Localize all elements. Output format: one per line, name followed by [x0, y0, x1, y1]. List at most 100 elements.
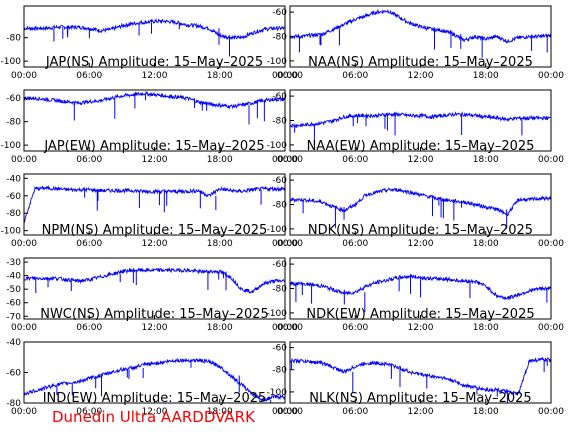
x-tick-label: 06:00	[76, 239, 102, 249]
panel-title: JAP(EW) Amplitude: 15–May–2025	[43, 139, 264, 154]
x-tick-label: 12:00	[408, 71, 434, 81]
x-tick-label: 00:00	[272, 407, 298, 417]
x-tick-label: 00:00	[11, 407, 37, 417]
x-tick-label: 06:00	[76, 407, 102, 417]
x-tick-label: 18:00	[207, 155, 233, 165]
y-tick-label: -100	[267, 57, 288, 67]
plot-area	[290, 8, 551, 58]
amplitude-trace	[24, 267, 285, 294]
x-tick-label: 12:00	[142, 239, 168, 249]
panel-title: JAP(NS) Amplitude: 15–May–2025	[45, 55, 263, 70]
plot-area	[24, 90, 285, 125]
x-tick-label: 18:00	[473, 239, 499, 249]
chart-panel: -100 -80 -60 00:00 06:00 12:00 18:00 00:00 NLK(N…	[267, 341, 564, 417]
x-tick-label: 00:00	[11, 239, 37, 249]
panel-title: NAA(NS) Amplitude: 15–May–2025	[308, 55, 533, 70]
y-tick-label: -60	[6, 299, 21, 309]
y-tick-label: -40	[6, 272, 21, 282]
x-tick-label: 00:00	[277, 71, 303, 81]
amplitude-trace	[290, 111, 551, 129]
panel-title: NPM(NS) Amplitude: 15–May–2025	[42, 223, 268, 238]
x-tick-label: 12:00	[142, 71, 168, 81]
y-tick-label: -80	[6, 209, 21, 219]
x-tick-label: 00:00	[538, 407, 564, 417]
x-tick-label: 06:00	[76, 323, 102, 333]
plot-area	[24, 267, 285, 294]
chart-panel: -100 -80 00:00 06:00 12:00 18:00 00:00 JAP(NS) …	[1, 5, 298, 81]
footer-credit: Dunedin Ultra AARDDVARK	[52, 408, 255, 426]
plot-area	[290, 356, 551, 403]
amplitude-trace	[290, 187, 551, 217]
y-tick-label: -80	[6, 399, 21, 409]
x-tick-label: 12:00	[142, 323, 168, 333]
chart-panel: -100 -80 -60 00:00 06:00 12:00 18:00 00:00 NDK(N…	[267, 173, 564, 249]
y-tick-label: -80	[6, 34, 21, 44]
x-tick-label: 00:00	[272, 323, 298, 333]
x-tick-label: 18:00	[207, 239, 233, 249]
panel-title: NDK(NS) Amplitude: 15–May–2025	[308, 223, 533, 238]
y-tick-label: -100	[267, 225, 288, 235]
plot-area	[24, 357, 285, 403]
chart-panel: -100 -80 -60 00:00 06:00 12:00 18:00 00:00 JAP(E…	[1, 89, 298, 165]
x-tick-label: 00:00	[538, 239, 564, 249]
panel-title: NAA(EW) Amplitude: 15–May–2025	[307, 139, 535, 154]
x-tick-label: 12:00	[408, 323, 434, 333]
y-tick-label: -80	[272, 33, 287, 43]
x-tick-label: 00:00	[538, 71, 564, 81]
panel-title: NDK(EW) Amplitude: 15–May–2025	[306, 307, 534, 322]
x-tick-label: 18:00	[207, 323, 233, 333]
x-tick-label: 12:00	[142, 407, 168, 417]
x-tick-label: 18:00	[473, 407, 499, 417]
amplitude-trace	[24, 185, 285, 224]
plot-area	[24, 17, 285, 57]
y-tick-label: -100	[267, 141, 288, 151]
y-tick-label: -100	[1, 57, 22, 67]
y-tick-label: -80	[272, 285, 287, 295]
plot-area	[290, 187, 551, 229]
x-tick-label: 06:00	[342, 71, 368, 81]
chart-panel: -100 -80 -60 -40 00:00 06:00 12:00 18:00 00:00 NP…	[1, 173, 298, 249]
y-tick-label: -80	[272, 366, 287, 376]
x-tick-label: 00:00	[277, 239, 303, 249]
panel-title: NLK(NS) Amplitude: 15–May–2025	[309, 391, 531, 406]
x-tick-label: 00:00	[272, 71, 298, 81]
x-tick-label: 00:00	[538, 155, 564, 165]
y-tick-label: -60	[6, 369, 21, 379]
x-tick-label: 06:00	[342, 155, 368, 165]
plot-area	[290, 273, 551, 313]
x-tick-label: 12:00	[408, 407, 434, 417]
y-tick-label: -80	[272, 201, 287, 211]
x-tick-label: 18:00	[207, 71, 233, 81]
x-tick-label: 00:00	[272, 155, 298, 165]
y-tick-label: -60	[272, 176, 287, 186]
x-tick-label: 00:00	[277, 323, 303, 333]
x-tick-label: 06:00	[342, 323, 368, 333]
x-tick-label: 06:00	[342, 239, 368, 249]
y-tick-label: -40	[6, 174, 21, 184]
x-tick-label: 06:00	[76, 71, 102, 81]
x-tick-label: 18:00	[207, 407, 233, 417]
y-tick-label: -60	[6, 192, 21, 202]
amplitude-trace	[24, 90, 285, 110]
chart-panel: -100 -80 -60 00:00 06:00 12:00 18:00 00:00 NAA(N…	[267, 5, 564, 81]
y-tick-label: -100	[1, 141, 22, 151]
y-tick-label: -60	[272, 92, 287, 102]
y-tick-label: -60	[272, 344, 287, 354]
x-tick-label: 00:00	[11, 155, 37, 165]
y-tick-label: -60	[272, 260, 287, 270]
x-tick-label: 00:00	[11, 323, 37, 333]
x-tick-label: 12:00	[142, 155, 168, 165]
x-tick-label: 06:00	[76, 155, 102, 165]
x-tick-label: 00:00	[11, 71, 37, 81]
amplitude-trace	[24, 17, 285, 41]
plot-area	[24, 185, 285, 224]
panel-title: NWC(NS) Amplitude: 15–May–2025	[40, 307, 269, 322]
y-tick-label: -100	[267, 309, 288, 319]
x-tick-label: 06:00	[342, 407, 368, 417]
x-tick-label: 00:00	[277, 155, 303, 165]
y-tick-label: -50	[6, 285, 21, 295]
y-tick-label: -80	[6, 118, 21, 128]
